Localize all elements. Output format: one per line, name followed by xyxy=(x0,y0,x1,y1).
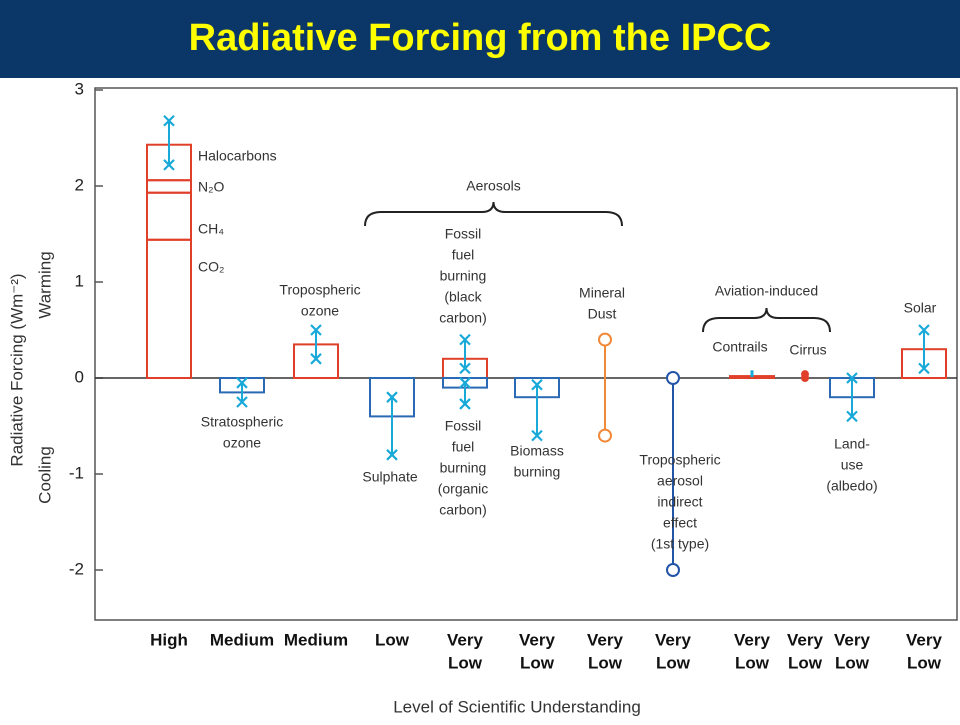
error-marker xyxy=(236,396,248,408)
segment-label: N₂O xyxy=(198,179,225,195)
agent-label: Stratospheric xyxy=(201,414,283,430)
agent-label: fuel xyxy=(452,439,475,455)
range-marker xyxy=(598,332,612,347)
error-marker xyxy=(918,362,930,375)
agent-label: Mineral xyxy=(579,285,625,301)
level-label: Low xyxy=(735,653,770,672)
segment-label: Halocarbons xyxy=(198,148,277,164)
plot-frame xyxy=(94,87,958,621)
y-tick-label: 2 xyxy=(75,175,84,194)
error-marker xyxy=(459,362,471,375)
error-marker xyxy=(846,410,858,423)
agent-label: burning xyxy=(440,268,487,284)
level-label: Low xyxy=(588,653,623,672)
group-label: Aviation-induced xyxy=(715,283,818,299)
segment-label: CO₂ xyxy=(198,259,224,275)
error-marker xyxy=(846,372,858,384)
agent-label: Tropospheric xyxy=(279,282,360,298)
error-marker xyxy=(163,159,175,171)
y-tick-label: -2 xyxy=(69,559,84,578)
level-label: High xyxy=(150,630,188,649)
error-marker xyxy=(386,449,398,461)
agent-label: (organic xyxy=(438,481,489,497)
y-tick-label: 0 xyxy=(75,367,84,386)
agent-label: ozone xyxy=(223,435,261,451)
error-marker xyxy=(459,398,471,410)
error-marker xyxy=(236,377,248,389)
error-marker xyxy=(386,391,398,403)
x-axis-label: Level of Scientific Understanding xyxy=(393,697,641,716)
agent-label: (albedo) xyxy=(826,478,877,494)
agent-label: burning xyxy=(514,464,561,480)
level-label: Low xyxy=(835,653,870,672)
level-label: Low xyxy=(375,630,410,649)
level-label: Very xyxy=(834,630,870,649)
title-banner xyxy=(0,0,960,78)
agent-label: (black xyxy=(444,289,482,305)
error-marker xyxy=(531,378,543,391)
level-label: Low xyxy=(788,653,823,672)
agent-label: Biomass xyxy=(510,443,564,459)
agent-label: Sulphate xyxy=(362,469,417,485)
agent-label: Contrails xyxy=(712,339,767,355)
range-marker xyxy=(801,370,809,379)
range-marker xyxy=(666,371,680,385)
agent-label: aerosol xyxy=(657,473,703,489)
group-bracket xyxy=(364,201,623,227)
level-label: Very xyxy=(587,630,623,649)
agent-label: Tropospheric xyxy=(639,452,720,468)
level-label: Low xyxy=(656,653,691,672)
range-marker xyxy=(598,428,612,443)
agent-label: (1st type) xyxy=(651,536,709,552)
level-label: Very xyxy=(734,630,770,649)
agent-label: burning xyxy=(440,460,487,476)
error-marker xyxy=(918,324,930,336)
range-marker xyxy=(666,563,680,577)
agent-label: indirect xyxy=(657,494,702,510)
level-label: Low xyxy=(520,653,555,672)
agent-label: effect xyxy=(663,515,697,531)
error-marker xyxy=(310,353,322,365)
y-tick-label: 1 xyxy=(75,271,84,290)
agent-label: Land- xyxy=(834,436,870,452)
level-label: Very xyxy=(447,630,483,649)
y-tick-label: -1 xyxy=(69,463,84,482)
level-label: Low xyxy=(448,653,483,672)
level-label: Very xyxy=(787,630,823,649)
agent-label: Cirrus xyxy=(789,342,826,358)
y-tick-label: 3 xyxy=(75,79,84,98)
y-axis-label: Radiative Forcing (Wm⁻²) xyxy=(7,273,26,466)
level-label: Medium xyxy=(284,630,348,649)
segment-label: CH₄ xyxy=(198,221,224,237)
agent-label: Fossil xyxy=(445,418,482,434)
error-marker xyxy=(459,333,471,346)
bar-segment xyxy=(146,238,192,379)
level-label: Very xyxy=(519,630,555,649)
agent-label: Dust xyxy=(588,306,617,322)
agent-label: Solar xyxy=(904,300,937,316)
agent-label: ozone xyxy=(301,303,339,319)
error-marker xyxy=(163,114,175,127)
error-marker xyxy=(459,377,471,389)
level-label: Medium xyxy=(210,630,274,649)
bar-segment xyxy=(146,179,192,194)
cooling-label: Cooling xyxy=(35,446,54,504)
agent-label: carbon) xyxy=(439,310,486,326)
level-label: Very xyxy=(906,630,942,649)
agent-label: use xyxy=(841,457,864,473)
group-bracket xyxy=(702,307,831,333)
chart-title: Radiative Forcing from the IPCC xyxy=(189,17,772,59)
level-label: Low xyxy=(907,653,942,672)
group-label: Aerosols xyxy=(466,178,520,194)
error-marker xyxy=(310,324,322,336)
agent-label: fuel xyxy=(452,247,475,263)
bar-segment xyxy=(146,191,192,241)
agent-label: Fossil xyxy=(445,226,482,242)
level-label: Very xyxy=(655,630,691,649)
warming-label: Warming xyxy=(35,251,54,318)
error-marker xyxy=(531,429,543,442)
agent-label: carbon) xyxy=(439,502,486,518)
